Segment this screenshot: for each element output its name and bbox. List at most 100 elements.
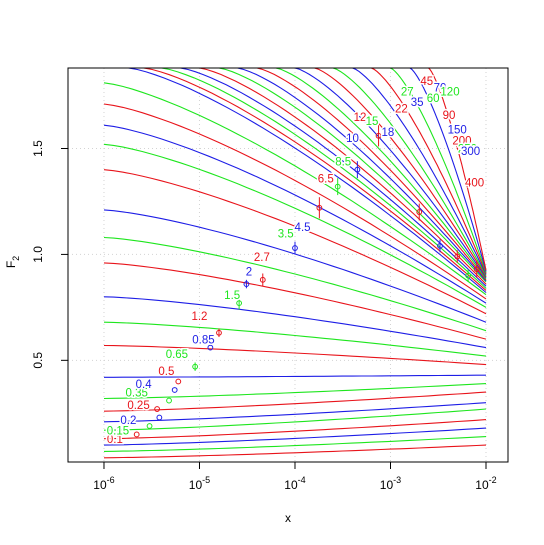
q2-label: 22: [395, 103, 408, 115]
x-axis: 10-6 10-5 10-4 10-3 10-2: [93, 461, 497, 492]
y-axis: 0.5 1.0 1.5: [31, 140, 69, 369]
data-point: [133, 431, 140, 438]
data-point: [354, 166, 361, 173]
q2-curve: [103, 436, 487, 452]
q2-label: 70: [434, 82, 447, 94]
q2-curve: [332, 67, 487, 276]
data-point: [292, 245, 298, 251]
q2-curve: [103, 383, 487, 400]
q2-label: 15: [366, 116, 379, 128]
data-point: [259, 276, 266, 283]
q2-curve: [143, 67, 487, 291]
data-point: [236, 300, 243, 307]
x-tick-label-base: 10: [284, 478, 298, 492]
data-point: [473, 266, 480, 273]
q2-curve: [218, 67, 487, 283]
data-point: [243, 281, 250, 287]
q2-curve: [103, 402, 487, 423]
q2-label: 0.65: [166, 349, 188, 361]
q2-labels: 0.10.150.20.250.350.40.50.650.851.21.522…: [105, 74, 485, 447]
x-axis-label: x: [285, 511, 291, 525]
data-point: [166, 397, 172, 404]
x-tick-label-exponent: -5: [202, 475, 210, 485]
q2-curve: [103, 262, 487, 340]
q2-label: 45: [420, 76, 433, 88]
q2-label: 2: [246, 267, 252, 279]
q2-label: 12: [354, 112, 367, 124]
q2-curve: [103, 419, 487, 440]
data-point: [156, 414, 163, 421]
q2-curve: [409, 67, 487, 272]
x-tick-label-exponent: -2: [489, 475, 497, 485]
q2-curve: [103, 321, 487, 357]
x-tick-label: 10-5: [189, 475, 210, 492]
q2-label: 10: [346, 133, 359, 145]
q2-curve: [161, 67, 487, 289]
y-axis-label-main: F: [4, 261, 18, 268]
q2-curve: [256, 67, 487, 281]
data-point: [171, 387, 178, 393]
q2-label: 8.5: [335, 156, 351, 168]
q2-label: 6.5: [318, 173, 334, 185]
data-point: [175, 378, 182, 385]
y-tick-label: 1.5: [31, 140, 45, 157]
q2-curve: [314, 67, 487, 277]
x-tick-label-base: 10: [189, 478, 203, 492]
x-tick-label: 10-3: [380, 475, 401, 492]
q2-curve: [352, 67, 487, 275]
x-tick-label: 10-6: [93, 475, 114, 492]
data-point: [437, 243, 443, 249]
q2-label: 0.15: [107, 425, 129, 437]
q2-label: 3.5: [278, 228, 294, 240]
data-point: [465, 272, 472, 279]
q2-label: 0.1: [107, 434, 123, 446]
data-point: [316, 204, 323, 211]
q2-curve: [103, 143, 487, 308]
q2-label: 250: [458, 144, 477, 156]
q2-label: 300: [461, 146, 480, 158]
q2-label: 1.5: [224, 290, 240, 302]
q2-curve: [103, 296, 487, 349]
y-tick-label: 1.0: [31, 246, 45, 263]
q2-label: 0.4: [136, 379, 153, 391]
q2-curve: [103, 82, 487, 296]
q2-curve: [180, 67, 487, 287]
q2-label: 90: [443, 110, 456, 122]
q2-label: 0.35: [125, 387, 147, 399]
q2-label: 60: [427, 93, 440, 105]
q2-curve: [103, 103, 487, 300]
x-tick-label-exponent: -4: [298, 475, 306, 485]
q2-curves: [103, 67, 487, 459]
q2-label: 35: [411, 97, 424, 109]
y-axis-label-subscript: 2: [11, 256, 21, 261]
q2-curve: [294, 67, 487, 279]
data-point: [207, 344, 214, 351]
q2-label: 1.2: [191, 311, 207, 323]
data-point: [375, 132, 382, 139]
data-point: [416, 209, 423, 215]
q2-curve: [128, 67, 487, 293]
q2-label: 120: [440, 87, 459, 99]
q2-label: 2.7: [254, 252, 270, 264]
q2-curve: [103, 344, 487, 366]
q2-curve: [103, 236, 487, 332]
q2-curve: [371, 67, 487, 274]
q2-curve: [103, 169, 487, 315]
x-tick-label: 10-2: [475, 475, 496, 492]
q2-label: 0.2: [120, 415, 136, 427]
data-point: [454, 253, 461, 260]
q2-label: 27: [401, 87, 414, 99]
y-tick-label: 0.5: [31, 352, 45, 369]
q2-label: 200: [452, 135, 471, 147]
q2-label: 400: [465, 178, 484, 190]
x-tick-label-base: 10: [475, 478, 489, 492]
q2-curve: [103, 444, 487, 459]
data-point: [334, 183, 341, 190]
x-tick-label-base: 10: [93, 478, 107, 492]
q2-label: 150: [448, 125, 467, 137]
x-tick-label-base: 10: [380, 478, 394, 492]
q2-label: 4.5: [295, 222, 311, 234]
q2-label: 18: [382, 127, 395, 139]
